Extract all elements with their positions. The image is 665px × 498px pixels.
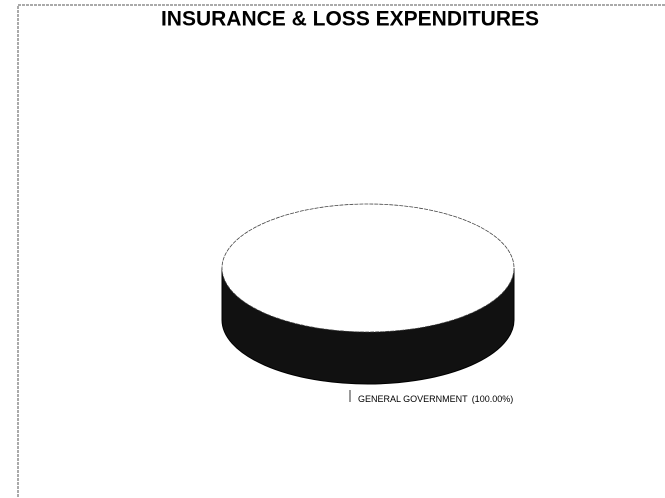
- frame: [17, 4, 665, 498]
- category-label: GENERAL GOVERNMENT: [358, 394, 468, 404]
- pie-slice: [221, 203, 515, 333]
- data-label: GENERAL GOVERNMENT (100.00%): [358, 394, 513, 404]
- chart-title: INSURANCE & LOSS EXPENDITURES: [161, 8, 539, 31]
- value-label: (100.00%): [472, 394, 514, 404]
